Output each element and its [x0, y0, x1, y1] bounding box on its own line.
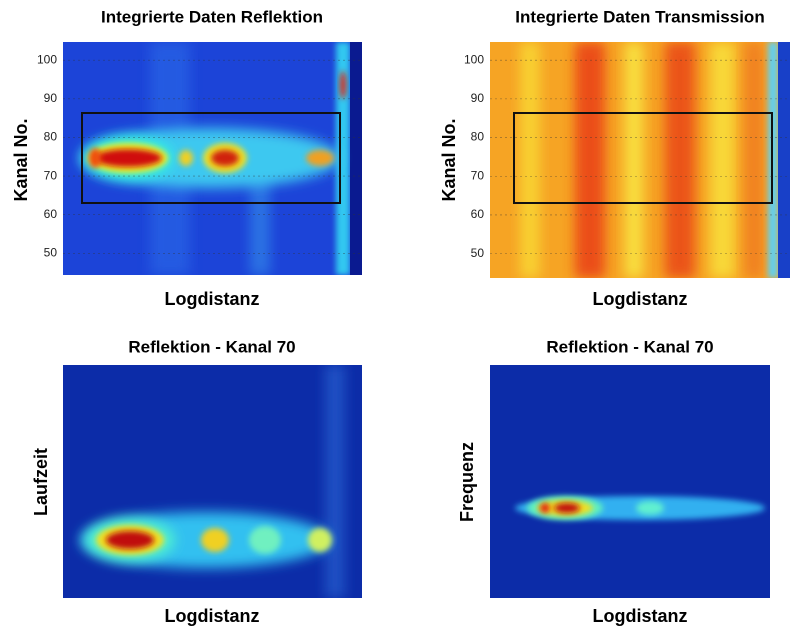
y-tick-label: 50: [471, 246, 485, 260]
figure: Integrierte Daten Reflektion Integrierte…: [0, 0, 804, 630]
y-axis-label: Kanal No.: [439, 118, 459, 201]
x-axis-label: Logdistanz: [593, 289, 688, 309]
x-axis-label: Logdistanz: [165, 606, 260, 626]
y-tick-label: 90: [44, 91, 58, 105]
panel-title: Reflektion - Kanal 70: [546, 337, 713, 356]
y-tick-label: 60: [44, 207, 58, 221]
y-axis-label: Frequenz: [457, 442, 477, 522]
panel-title: Reflektion - Kanal 70: [128, 337, 295, 356]
y-tick-label: 100: [464, 52, 484, 66]
y-tick-label: 80: [471, 130, 485, 144]
heatmap: [63, 365, 362, 598]
panel-title: Integrierte Daten Reflektion: [101, 7, 323, 26]
y-tick-label: 80: [44, 130, 58, 144]
y-axis-label: Kanal No.: [11, 118, 31, 201]
y-axis-label: Laufzeit: [31, 448, 51, 516]
panel-title: Integrierte Daten Transmission: [515, 7, 764, 26]
y-tick-label: 60: [471, 207, 485, 221]
heatmap: [63, 42, 362, 275]
y-tick-label: 70: [471, 168, 485, 182]
y-tick-label: 70: [44, 168, 58, 182]
heatmap: [490, 42, 790, 278]
x-axis-label: Logdistanz: [593, 606, 688, 626]
y-tick-label: 90: [471, 91, 485, 105]
heatmap: [490, 365, 770, 598]
y-tick-label: 100: [37, 52, 57, 66]
x-axis-label: Logdistanz: [165, 289, 260, 309]
y-tick-label: 50: [44, 246, 58, 260]
